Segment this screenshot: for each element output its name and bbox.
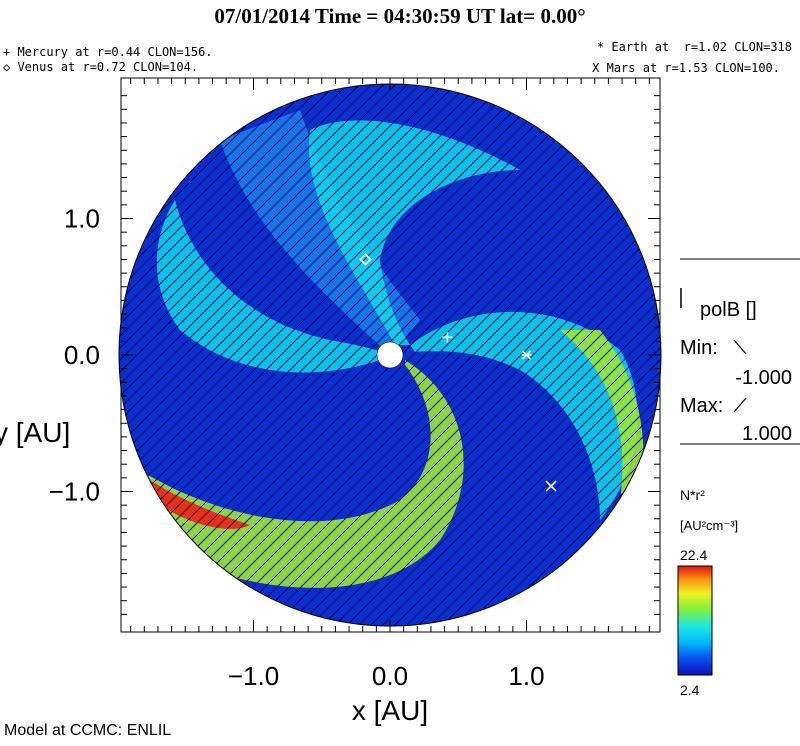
- earth-marker: [521, 350, 532, 360]
- y-tick-label: 0.0: [64, 340, 100, 370]
- y-tick-label: −1.0: [49, 477, 100, 507]
- polb-label: polB []: [700, 299, 757, 321]
- density-label: N*r²: [680, 487, 705, 503]
- x-tick-label: 0.0: [372, 661, 408, 691]
- sun-inner-boundary: [376, 341, 404, 369]
- mars-marker: [545, 480, 557, 492]
- density-field: [119, 84, 661, 626]
- min-hatch-sample: [733, 339, 747, 355]
- venus-marker: [359, 253, 372, 266]
- colorbar-min-label: 2.4: [680, 682, 700, 698]
- mars-info: X Mars at r=1.53 CLON=100.: [592, 61, 780, 75]
- y-tick-label: 1.0: [64, 204, 100, 234]
- colorbar-max-label: 22.4: [680, 547, 707, 563]
- colorbar: [677, 565, 713, 676]
- x-tick-label: −1.0: [228, 661, 279, 691]
- mercury-marker: [442, 332, 453, 343]
- max-hatch-sample: [733, 397, 747, 413]
- plot-title: 07/01/2014 Time = 04:30:59 UT lat= 0.00°: [214, 4, 586, 28]
- x-tick-label: 1.0: [508, 661, 544, 691]
- density-unit: [AU²cm⁻³]: [680, 518, 738, 533]
- max-label: Max:: [680, 395, 723, 417]
- planet-markers: [359, 253, 557, 492]
- x-axis-ticks: −1.0 0.0 1.0: [130, 78, 650, 691]
- max-value: 1.000: [742, 423, 792, 445]
- y-axis-label: y [AU]: [0, 417, 70, 448]
- model-credit: Model at CCMC: ENLIL: [4, 722, 172, 739]
- mercury-info: + Mercury at r=0.44 CLON=156.: [3, 45, 213, 59]
- min-value: -1.000: [735, 367, 792, 389]
- venus-info: ◇ Venus at r=0.72 CLON=104.: [3, 60, 199, 74]
- x-axis-label: x [AU]: [352, 695, 428, 726]
- y-axis-ticks: 1.0 0.0 −1.0: [49, 95, 660, 615]
- min-label: Min:: [680, 337, 718, 359]
- earth-info: * Earth at r=1.02 CLON=318: [596, 40, 792, 54]
